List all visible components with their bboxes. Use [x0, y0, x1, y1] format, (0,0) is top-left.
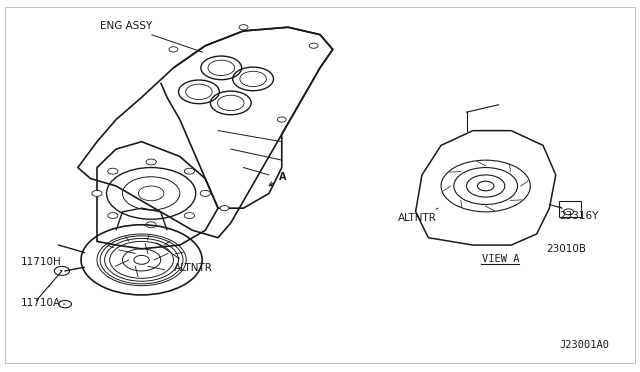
Circle shape	[169, 47, 178, 52]
Circle shape	[146, 159, 156, 165]
Circle shape	[309, 43, 318, 48]
Circle shape	[92, 190, 102, 196]
Text: ALTNTR: ALTNTR	[157, 243, 212, 273]
Circle shape	[200, 190, 211, 196]
Text: 11710H: 11710H	[20, 257, 62, 271]
Circle shape	[146, 222, 156, 228]
Text: 11710A: 11710A	[20, 298, 65, 308]
Circle shape	[184, 168, 195, 174]
Text: VIEW A: VIEW A	[483, 254, 520, 264]
Text: ALTNTR: ALTNTR	[397, 208, 438, 223]
Circle shape	[184, 213, 195, 218]
Text: ENG ASSY: ENG ASSY	[100, 21, 203, 52]
FancyBboxPatch shape	[559, 201, 581, 217]
Circle shape	[239, 25, 248, 30]
Text: 23010B: 23010B	[546, 244, 586, 254]
Text: A: A	[269, 173, 286, 186]
Circle shape	[59, 301, 72, 308]
Circle shape	[108, 213, 118, 218]
Text: J23001A0: J23001A0	[559, 340, 609, 350]
Circle shape	[108, 168, 118, 174]
Text: 23316Y: 23316Y	[559, 206, 598, 221]
Circle shape	[277, 117, 286, 122]
Circle shape	[54, 266, 70, 275]
Circle shape	[220, 206, 229, 211]
Circle shape	[563, 209, 573, 215]
